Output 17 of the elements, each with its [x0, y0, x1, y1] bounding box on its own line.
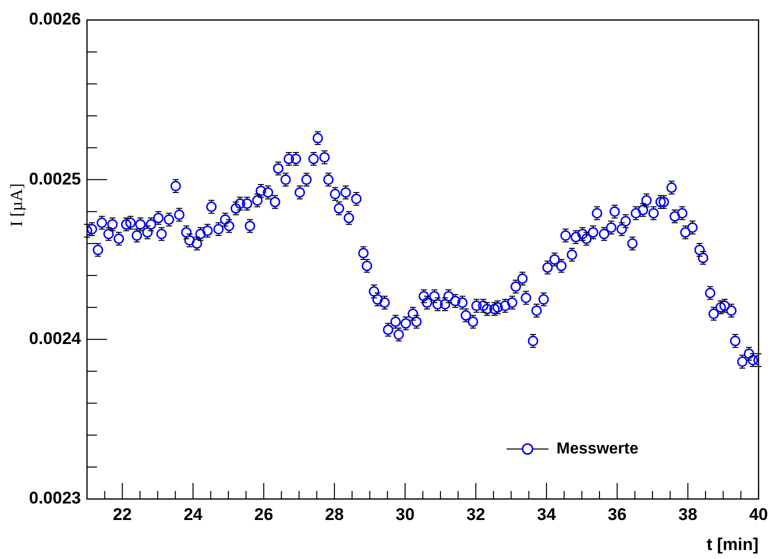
y-tick-label: 0.0026 — [29, 10, 81, 29]
y-axis-title: I [µA] — [7, 183, 26, 227]
x-tick-label: 24 — [184, 504, 204, 524]
y-tick-label: 0.0024 — [29, 329, 82, 348]
y-tick-label: 0.0023 — [29, 488, 81, 508]
x-tick-label: 30 — [396, 504, 415, 524]
x-tick-label: 26 — [254, 504, 274, 524]
x-tick-label: 40 — [749, 504, 768, 524]
x-tick-label: 36 — [608, 504, 627, 524]
x-tick-label: 34 — [537, 504, 556, 524]
x-tick-label: 32 — [466, 504, 486, 524]
x-tick-label: 22 — [112, 504, 132, 524]
x-tick-label: 28 — [324, 504, 344, 524]
y-tick-label: 0.0025 — [29, 169, 81, 188]
x-axis-title: t [min] — [706, 535, 759, 554]
legend-label: Messwerte — [556, 440, 638, 458]
x-tick-label: 38 — [678, 504, 698, 524]
